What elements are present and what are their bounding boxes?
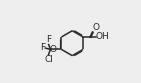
Text: F: F — [40, 43, 45, 52]
Text: Cl: Cl — [44, 55, 53, 64]
Text: F: F — [46, 35, 51, 44]
Text: O: O — [93, 23, 100, 32]
Text: OH: OH — [96, 32, 110, 42]
Text: O: O — [49, 45, 56, 54]
